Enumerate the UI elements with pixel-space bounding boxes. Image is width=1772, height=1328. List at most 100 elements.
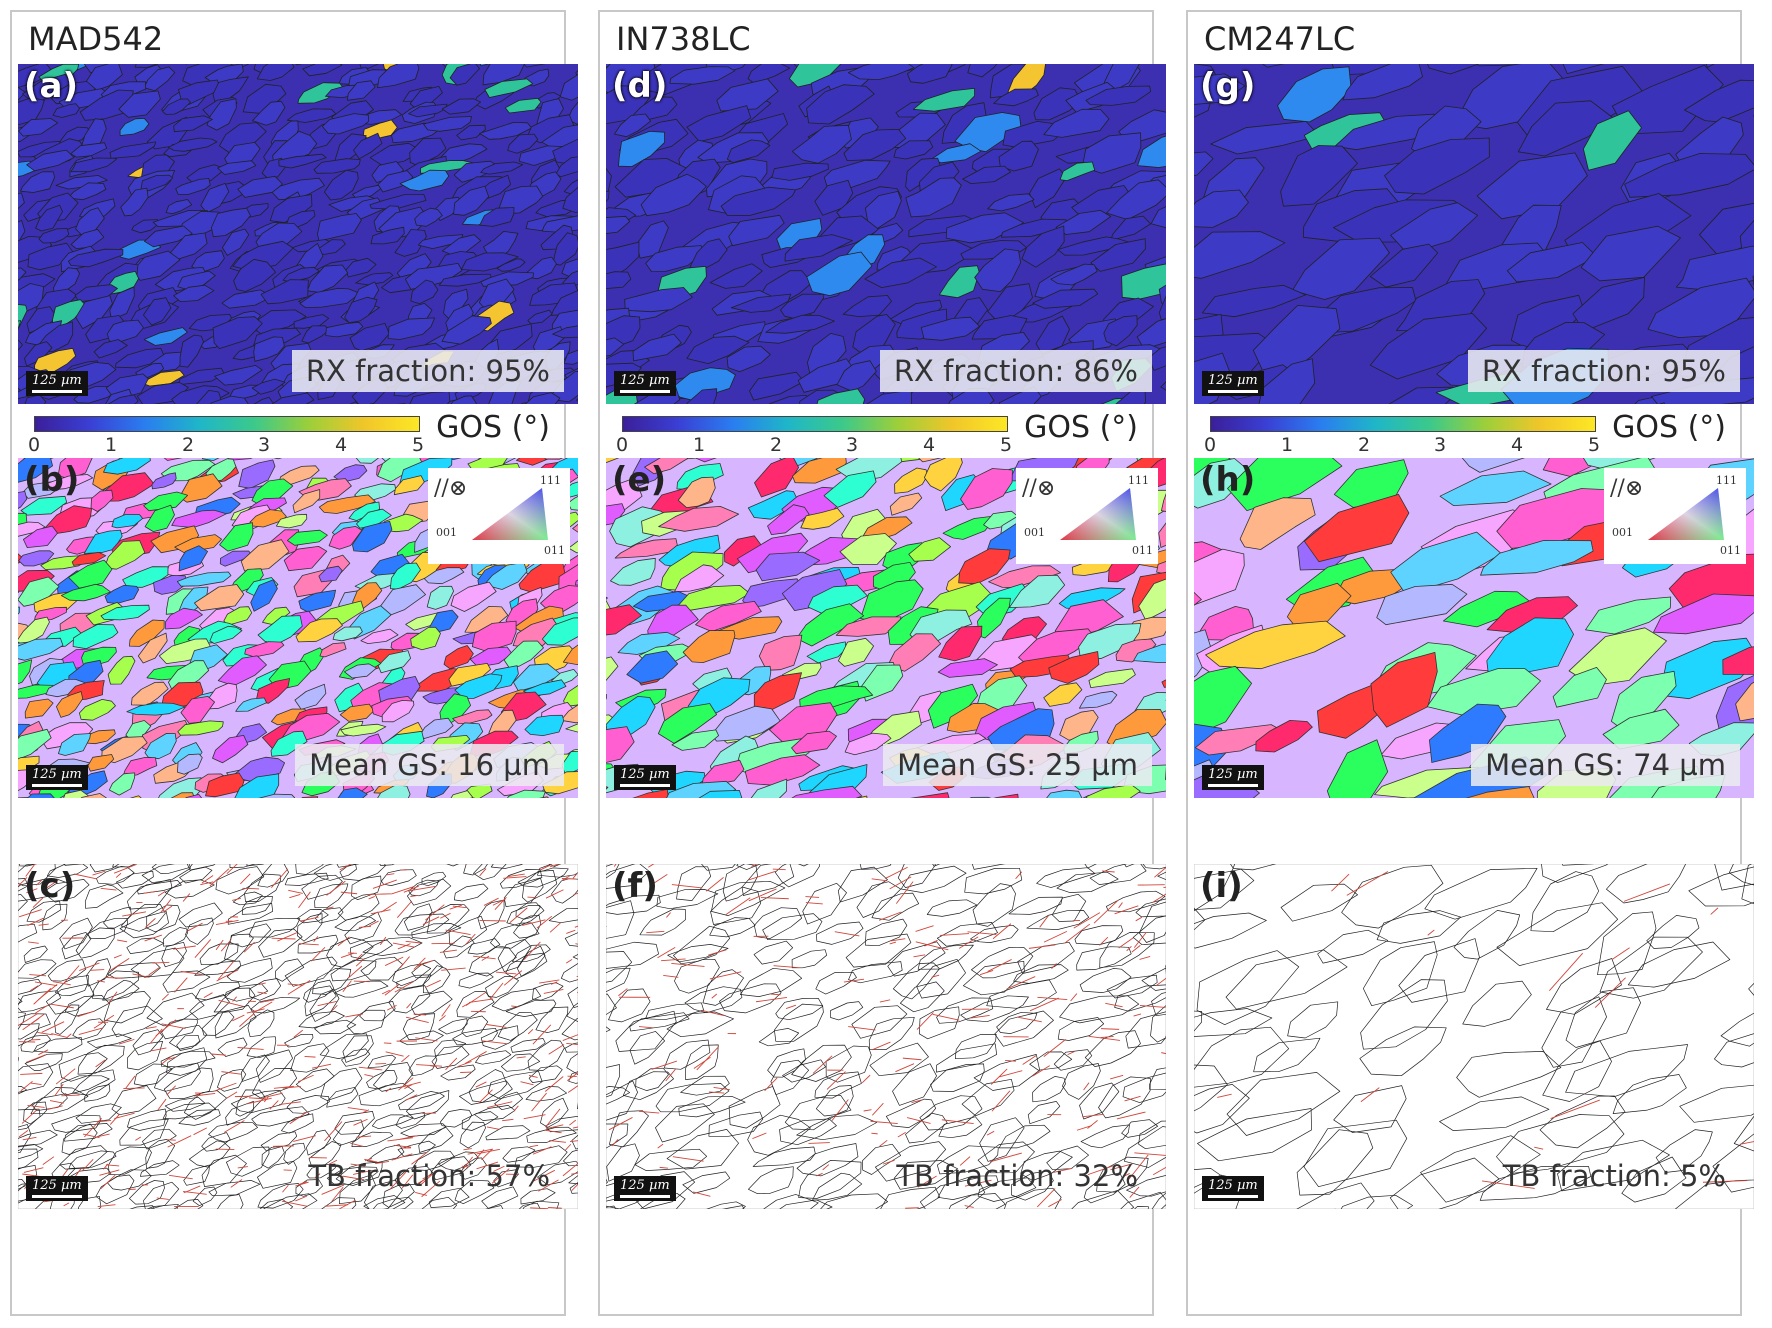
grain [221,228,250,256]
grain [326,1086,359,1108]
twin-boundary-segment [905,1207,919,1209]
grain [1062,1063,1101,1100]
grain [38,228,70,244]
grain [906,64,953,84]
grain [1340,1194,1414,1209]
grain [118,90,161,118]
grain [18,320,22,331]
grain [146,904,181,933]
grain [18,1013,51,1040]
twin-boundary-segment [562,1162,578,1177]
grain [1194,1008,1273,1037]
grain [779,1118,837,1146]
twin-boundary-map-image [606,864,1166,1209]
grain [1255,719,1313,753]
grain [937,658,998,678]
grain [441,98,482,115]
twin-boundary-segment [848,1026,876,1031]
grain [1026,910,1090,930]
twin-boundary-segment [1550,1099,1600,1119]
twin-boundary-segment [350,1163,366,1167]
grain [162,970,211,993]
grain [178,367,226,386]
grain [938,1116,983,1139]
grain [131,681,169,706]
grain [784,1094,852,1131]
twin-boundary-segment [182,893,191,902]
twin-boundary-segment [317,1001,337,1007]
grain [271,392,315,404]
grain [726,139,771,163]
grain [998,140,1039,172]
grain [954,112,1022,153]
grain [820,1193,888,1209]
twin-boundary-segment [657,946,676,959]
grain [1078,690,1118,709]
twin-boundary-segment [932,1013,960,1021]
twin-boundary-segment [812,1055,833,1074]
grain [864,257,937,289]
grain [606,190,610,202]
grain [1453,910,1521,960]
twin-boundary-segment [132,973,150,978]
twin-boundary-segment [325,906,334,910]
twin-boundary-segment [879,1139,888,1147]
grain [18,864,56,887]
grain [552,232,578,266]
grain [1194,458,1252,509]
grain [250,579,278,612]
twin-boundary-segment [405,940,421,944]
grain [522,64,546,68]
grain [676,585,751,611]
twin-boundary-segment [73,873,98,880]
twin-boundary-segment [104,976,123,979]
twin-boundary-segment [1005,1059,1017,1062]
twin-boundary-segment [485,1023,507,1028]
grain [564,932,578,947]
grain [1565,1044,1688,1098]
twin-boundary-segment [397,943,411,950]
grain [1121,1119,1159,1138]
grain [1079,1082,1120,1120]
grain [393,475,425,496]
twin-boundary-segment [532,1146,552,1155]
twin-boundary-segment [90,969,105,971]
grain [284,1033,314,1048]
grain [962,960,1025,996]
grain [133,1063,173,1086]
grain [301,796,319,798]
gos-map-image [18,64,578,404]
ipf-corner-111: 111 [1128,474,1149,487]
grain [247,1009,275,1038]
grain [964,867,1023,895]
grain [92,970,139,1000]
grain [158,777,207,798]
twin-boundary-segment [216,969,239,982]
grain [918,458,943,463]
grain [210,207,251,238]
grain [835,616,902,637]
grain [708,1111,764,1137]
twin-boundary-segment [379,936,387,946]
grain [518,1202,541,1209]
grain [46,864,89,878]
grain [18,616,50,646]
twin-boundary-segment [915,925,934,932]
grain [56,691,84,718]
grain [402,1013,436,1040]
grain [484,1205,504,1209]
grain [326,1166,379,1185]
grain [474,1105,516,1121]
grain [1611,64,1724,135]
twin-boundary-segment [231,897,241,901]
grain [608,988,651,1023]
grain [479,64,490,67]
grain [919,1095,983,1131]
grain [81,646,117,666]
twin-boundary-segment [211,1053,226,1056]
twin-boundary-segment [438,1015,446,1022]
grain [837,637,875,667]
grain [791,730,837,755]
grain [151,864,193,874]
twin-boundary-segment [711,993,718,999]
